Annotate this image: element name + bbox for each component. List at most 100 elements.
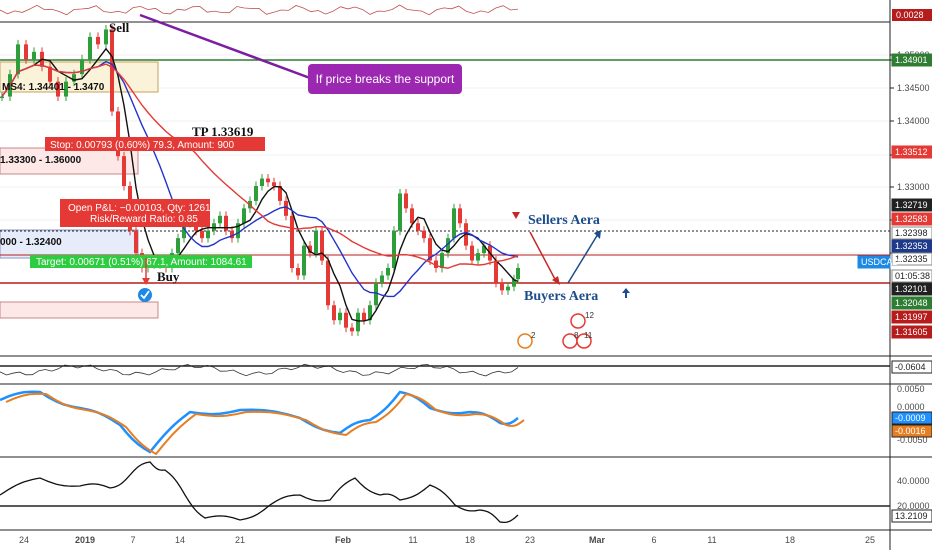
range-label-1: 1.33300 - 1.36000	[0, 155, 82, 166]
date-label: 21	[235, 535, 245, 545]
date-axis[interactable]: 24 2019 7 14 21 Feb 11 18 23 Mar 6 11 18 25	[19, 535, 875, 545]
candle-body	[80, 59, 84, 75]
sellers-marker-icon	[512, 212, 520, 219]
ms4-zone	[0, 61, 159, 93]
candle-body	[260, 178, 264, 186]
candle-body	[302, 245, 306, 276]
candle-body	[110, 29, 114, 112]
callout-pointer	[139, 13, 311, 80]
price-badge-label: USDCAD	[861, 257, 900, 267]
candle-body	[308, 245, 312, 254]
price-badge-label: 1.32335	[895, 254, 928, 264]
projection-up-head	[594, 230, 601, 239]
ind2-badge-blue-label: -0.0009	[895, 413, 926, 423]
candle-body	[416, 223, 420, 231]
candle-body	[446, 238, 450, 254]
price-tick-label: 1.34500	[897, 83, 930, 93]
ind2-badge-blue	[891, 411, 932, 425]
candle-body	[284, 200, 288, 216]
candle-body	[16, 44, 20, 75]
candle-body	[72, 74, 76, 82]
price-badge	[891, 198, 932, 212]
candle-body	[458, 208, 462, 224]
date-label: 14	[175, 535, 185, 545]
candle-body	[254, 186, 258, 201]
indicator2-orange	[5, 392, 525, 456]
price-badge-label: 01:05:38	[895, 271, 930, 281]
lower-zone	[0, 301, 159, 319]
indicator-badges: -0.0604 0.0050 0.0000 -0.0050 -0.0009 -0.0016…	[891, 360, 932, 523]
price-badge-label: 1.32398	[895, 228, 928, 238]
price-badge-label: 1.32583	[895, 214, 928, 224]
callout-text: If price breaks the support	[316, 72, 455, 86]
price-tick-label: 1.34000	[897, 116, 930, 126]
indicator1-line	[0, 363, 519, 377]
price-badge-label: 1.33512	[895, 147, 928, 157]
ind3-tick-label: 40.0000	[897, 476, 930, 486]
candle-body	[494, 260, 498, 283]
candle-body	[242, 208, 246, 224]
candle-body	[410, 208, 414, 224]
date-label: 11	[408, 535, 417, 545]
candle-body	[0, 96, 4, 99]
event-icon-ca-2[interactable]: 12	[570, 311, 594, 329]
candle-body	[206, 230, 210, 239]
event-icon-us[interactable]: 8 11	[562, 331, 593, 349]
candle-body	[386, 268, 390, 276]
ind3-tick-label: 20.0000	[897, 501, 930, 511]
candle-body	[182, 223, 186, 239]
date-label: Feb	[335, 535, 352, 545]
candle-body	[24, 44, 28, 60]
stop-box[interactable]	[45, 137, 265, 151]
candle-body	[380, 275, 384, 283]
candle-body	[368, 305, 372, 321]
candle-body	[482, 245, 486, 254]
candle-body	[512, 279, 516, 287]
price-badge	[857, 255, 891, 269]
candle-body	[224, 215, 228, 231]
ind1-badge-label: -0.0604	[895, 362, 926, 372]
price-badge	[891, 53, 932, 67]
price-badge	[891, 252, 932, 266]
ind2-tick-label: -0.0050	[897, 435, 928, 445]
candle-body	[96, 36, 100, 45]
buy-check-icon[interactable]	[138, 288, 152, 302]
candle-body	[440, 253, 444, 268]
candle-body	[218, 215, 222, 224]
event-count: 12	[585, 311, 594, 320]
top-badge-label: 0.0028	[896, 10, 924, 20]
price-badge-label: 1.34901	[895, 55, 928, 65]
candle-body	[122, 156, 126, 186]
price-badge-label: 1.31605	[895, 327, 928, 337]
candle-body	[470, 245, 474, 261]
projection-down-head	[552, 276, 560, 285]
date-label: 18	[465, 535, 475, 545]
range-zone-1	[0, 147, 139, 175]
callout-box[interactable]	[308, 64, 462, 94]
candle-body	[266, 178, 270, 183]
ma-red-line	[1, 63, 519, 269]
candle-body	[32, 51, 36, 60]
candle-body	[320, 230, 324, 261]
candle-body	[344, 312, 348, 328]
sellers-area-label: Sellers Aera	[528, 213, 600, 228]
candle-body	[230, 230, 234, 239]
event-count: 8	[574, 331, 579, 340]
candle-body	[476, 253, 480, 261]
pnl-box[interactable]	[60, 199, 210, 227]
ind3-badge	[891, 509, 932, 523]
ind2-tick-label: 0.0000	[897, 402, 925, 412]
price-badge	[891, 212, 932, 226]
price-badge-label: 1.31997	[895, 312, 928, 322]
target-box[interactable]	[30, 255, 252, 268]
event-icon-ca[interactable]: 2	[517, 331, 536, 349]
ind2-tick-label: 0.0050	[897, 384, 925, 394]
candle-body	[200, 230, 204, 239]
date-label: 2019	[75, 535, 95, 545]
date-label: 6	[651, 535, 656, 545]
buyers-area-label: Buyers Aera	[524, 289, 598, 304]
candle-body	[272, 182, 276, 186]
ind1-badge	[891, 360, 932, 374]
price-badge-label: 1.32719	[895, 200, 928, 210]
